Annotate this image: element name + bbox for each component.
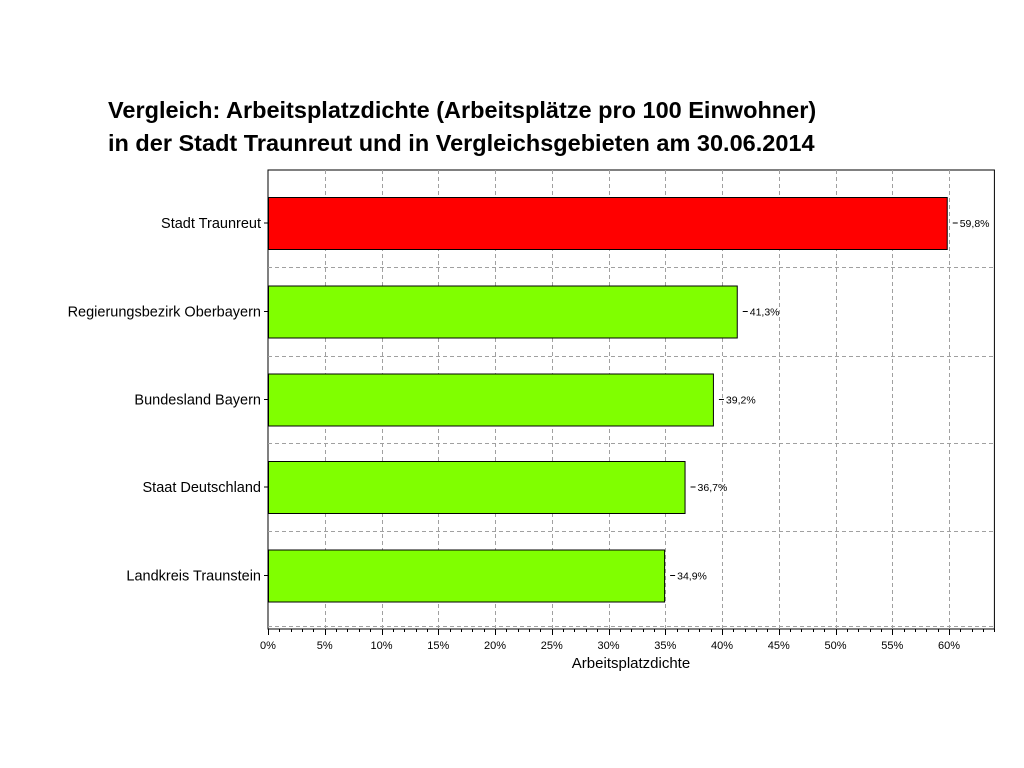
- y-tick-label: Regierungsbezirk Oberbayern: [68, 305, 261, 321]
- y-tick-label: Bundesland Bayern: [134, 393, 261, 409]
- x-tick-label: 35%: [654, 640, 676, 652]
- bar: [268, 373, 714, 427]
- data-label: 59,8%: [960, 218, 990, 230]
- x-tick-label: 5%: [317, 640, 333, 652]
- y-tick-label: Staat Deutschland: [143, 480, 262, 496]
- bar: [268, 285, 738, 339]
- data-label: 41,3%: [750, 307, 780, 319]
- data-label: 36,7%: [698, 482, 728, 494]
- bar: [268, 461, 686, 514]
- x-tick-label: 25%: [541, 640, 563, 652]
- x-axis-label: Arbeitsplatzdichte: [572, 655, 690, 672]
- chart-title: Vergleich: Arbeitsplatzdichte (Arbeitspl…: [108, 94, 988, 160]
- y-tick-label: Landkreis Traunstein: [126, 569, 261, 585]
- data-label: 34,9%: [677, 571, 707, 583]
- x-tick-label: 10%: [370, 640, 392, 652]
- x-tick-label: 60%: [938, 640, 960, 652]
- x-tick-label: 30%: [597, 640, 619, 652]
- x-tick-label: 45%: [768, 640, 790, 652]
- x-tick-label: 50%: [824, 640, 846, 652]
- y-tick-label: Stadt Traunreut: [161, 216, 261, 232]
- x-tick-label: 40%: [711, 640, 733, 652]
- x-tick-label: 55%: [881, 640, 903, 652]
- bar: [268, 549, 666, 603]
- x-tick-label: 15%: [427, 640, 449, 652]
- chart-title-line-1: Vergleich: Arbeitsplatzdichte (Arbeitspl…: [108, 97, 817, 123]
- bar: [268, 197, 948, 250]
- data-label: 39,2%: [726, 395, 756, 407]
- x-tick-label: 20%: [484, 640, 506, 652]
- x-tick-label: 0%: [260, 640, 276, 652]
- chart-title-line-2: in der Stadt Traunreut und in Vergleichs…: [108, 130, 815, 156]
